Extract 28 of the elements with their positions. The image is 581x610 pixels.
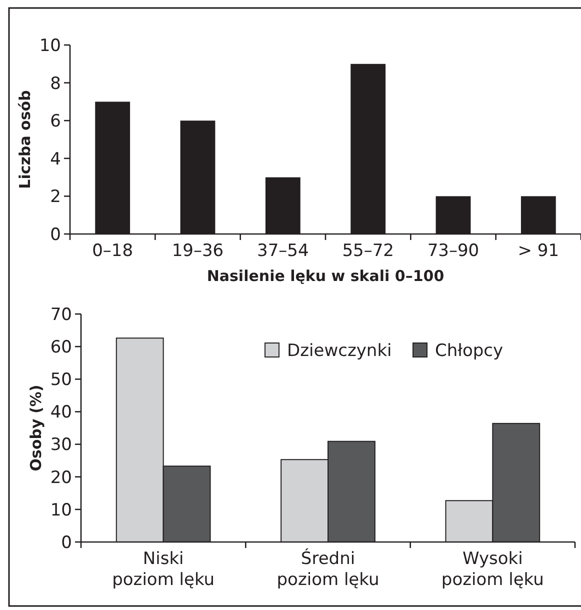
y-tick-label: 40 [50,402,72,423]
y-tick-label: 10 [39,36,61,56]
y-tick-label: 70 [50,304,72,325]
x-tick-label: Wysoki poziom lęku [441,549,544,590]
y-tick-label: 10 [50,500,72,520]
x-tick-label: 37–54 [257,241,309,261]
x-tick-label: Średni poziom lęku [276,548,380,590]
x-tick-label: Niski poziom lęku [112,549,215,590]
y-tick-label: 20 [50,468,72,488]
y-tick-label: 4 [50,149,61,170]
y-tick-label: 8 [50,74,61,94]
x-tick-label: 19–36 [172,241,224,261]
x-tick-label: 0–18 [92,241,134,261]
x-axis-title: Nasilenie lęku w skali 0–100 [206,267,444,285]
y-tick-label: 50 [50,370,72,390]
y-tick-label: 60 [50,338,72,358]
y-tick-label: 0 [50,224,61,245]
y-axis-title: Liczba osób [16,90,34,189]
x-tick-label: > 91 [518,241,560,261]
legend-label: Chłopcy [435,340,504,361]
y-tick-label: 30 [50,435,72,456]
y-tick-label: 6 [50,112,61,132]
x-tick-label: 73–90 [427,241,480,261]
y-tick-label: 0 [61,532,72,553]
legend-label: Dziewczynki [287,340,392,361]
y-axis-title: Osoby (%) [27,384,45,472]
x-tick-label: 55–72 [342,241,394,261]
y-tick-label: 2 [50,187,61,208]
